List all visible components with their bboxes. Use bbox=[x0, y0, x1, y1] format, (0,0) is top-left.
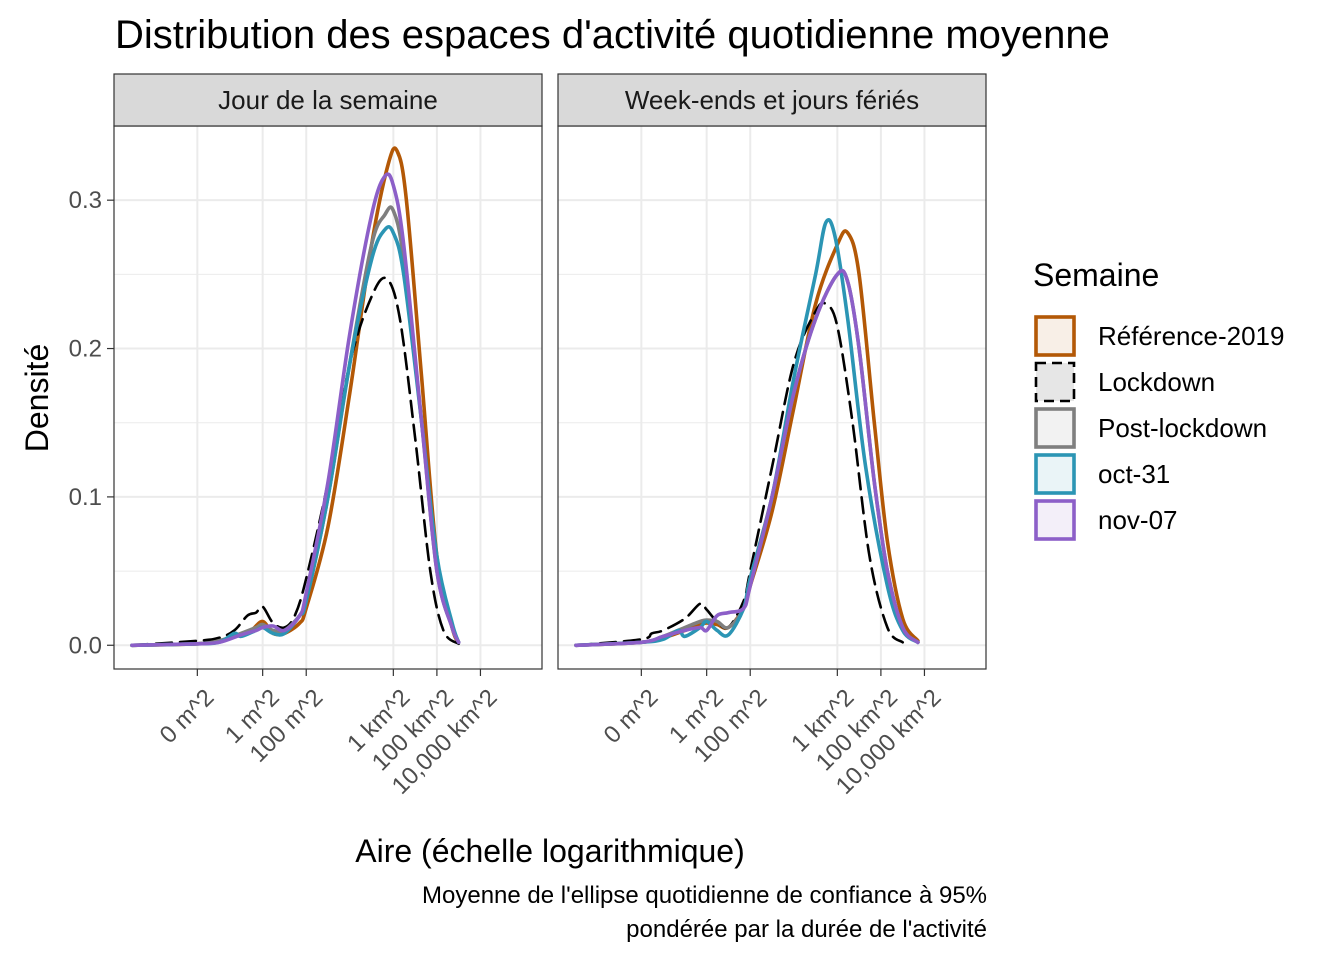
chart-title: Distribution des espaces d'activité quot… bbox=[115, 13, 1110, 57]
legend-item-oct-31: oct-31 bbox=[1034, 453, 1170, 495]
facet-panel-1: Jour de la semaine bbox=[113, 73, 543, 670]
legend: Semaine Référence-2019 Lockdown Post-lockd… bbox=[1033, 257, 1284, 541]
legend-label: Référence-2019 bbox=[1098, 321, 1284, 351]
facet-strip bbox=[557, 73, 987, 127]
x-axis-title: Aire (échelle logarithmique) bbox=[355, 833, 745, 869]
legend-item-post-lockdown: Post-lockdown bbox=[1034, 407, 1267, 449]
series-line-lockdown bbox=[130, 276, 460, 647]
legend-label: Lockdown bbox=[1098, 367, 1215, 397]
panel-background bbox=[114, 126, 542, 669]
series-line-lockdown bbox=[574, 301, 904, 647]
legend-key bbox=[1034, 499, 1076, 541]
legend-label: Post-lockdown bbox=[1098, 413, 1267, 443]
y-axis: 0.0 0.1 0.2 0.3 bbox=[69, 187, 114, 659]
legend-title: Semaine bbox=[1033, 257, 1159, 293]
facet-strip bbox=[113, 73, 543, 127]
caption-line-1: Moyenne de l'ellipse quotidienne de conf… bbox=[422, 882, 987, 909]
facet-panels: Jour de la semaine Week-ends et jours fér… bbox=[113, 73, 987, 670]
facet-strip-label: Week-ends et jours fériés bbox=[625, 85, 919, 115]
legend-key bbox=[1034, 407, 1076, 449]
y-tick-label: 0.0 bbox=[69, 632, 102, 659]
series-line-nov-07 bbox=[130, 172, 461, 648]
facet-strip-label: Jour de la semaine bbox=[218, 85, 438, 115]
legend-label: oct-31 bbox=[1098, 459, 1170, 489]
panel-background bbox=[558, 126, 986, 669]
legend-item-r-f-rence-2019: Référence-2019 bbox=[1034, 315, 1284, 357]
series-line-nov-07 bbox=[574, 268, 920, 648]
legend-key bbox=[1034, 453, 1076, 495]
legend-key bbox=[1034, 361, 1076, 403]
y-tick-label: 0.1 bbox=[69, 484, 102, 511]
legend-item-lockdown: Lockdown bbox=[1034, 361, 1215, 403]
legend-label: nov-07 bbox=[1098, 505, 1178, 535]
legend-item-nov-07: nov-07 bbox=[1034, 499, 1178, 541]
y-tick-label: 0.2 bbox=[69, 336, 102, 363]
legend-key bbox=[1034, 315, 1076, 357]
y-tick-label: 0.3 bbox=[69, 187, 102, 214]
caption-line-2: pondérée par la durée de l'activité bbox=[626, 916, 987, 943]
facet-panel-2: Week-ends et jours fériés bbox=[557, 73, 987, 670]
y-axis-title: Densité bbox=[19, 344, 55, 453]
